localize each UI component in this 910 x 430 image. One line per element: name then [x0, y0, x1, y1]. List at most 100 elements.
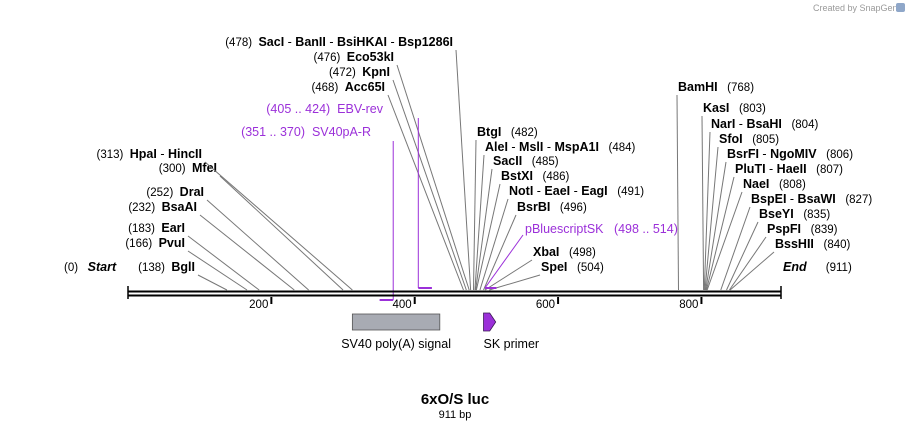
enzyme-name: HincII: [168, 147, 202, 161]
enzyme-name: DraI: [180, 185, 204, 199]
site-label: NotI - EaeI - EagI (491): [509, 184, 644, 198]
site-label: (183) EarI: [128, 221, 185, 235]
site-mfei[interactable]: (300) MfeI: [159, 161, 344, 291]
site-position: (808): [769, 179, 806, 191]
site-acc65i[interactable]: (468) Acc65I: [311, 80, 464, 291]
site-naei[interactable]: NaeI (808): [706, 177, 806, 291]
site-sfoi[interactable]: SfoI (805): [704, 132, 779, 291]
site-position: (468): [311, 82, 344, 94]
site-position: (803): [729, 103, 766, 115]
site-noti[interactable]: NotI - EaeI - EagI (491): [479, 184, 644, 291]
site-position: (485): [522, 156, 559, 168]
site-pluti[interactable]: PluTI - HaeII (807): [705, 162, 843, 291]
feature-sk-primer[interactable]: SK primer: [483, 312, 540, 351]
site-bsrbi[interactable]: BsrBI (496): [483, 200, 587, 291]
sequence-ends: (0) Start End (911): [64, 260, 852, 299]
site-nari[interactable]: NarI - BsaHI (804): [703, 117, 818, 291]
site-label: SpeI (504): [541, 260, 604, 274]
enzyme-name: HpaI: [130, 147, 157, 161]
enzyme-name: PvuI: [159, 236, 185, 250]
site-label: SfoI (805): [719, 132, 779, 146]
site-bstxi[interactable]: BstXI (486): [475, 169, 570, 291]
feature-box: [351, 313, 441, 331]
enzyme-name: BssHII: [775, 237, 814, 251]
plasmid-length: 911 bp: [439, 409, 472, 421]
enzyme-name: Acc65I: [345, 80, 385, 94]
site-sacii[interactable]: SacII (485): [475, 154, 559, 291]
enzyme-name: NaeI: [743, 177, 769, 191]
enzyme-name: PspFI: [767, 222, 801, 236]
site-xbai[interactable]: XbaI (498): [484, 245, 596, 291]
enzyme-name: KpnI: [362, 65, 390, 79]
enzyme-name: SacII: [493, 154, 522, 168]
site-label: (252) DraI: [146, 185, 204, 199]
site-eari[interactable]: (183) EarI: [128, 221, 260, 291]
site-eco53ki[interactable]: (476) Eco53kI: [313, 50, 470, 291]
site-label: BsrFI - NgoMIV (806): [727, 147, 853, 161]
site-bspei[interactable]: BspEI - BsaWI (827): [720, 192, 873, 291]
site-bamhi[interactable]: BamHI (768): [676, 80, 754, 291]
site-saci[interactable]: (478) SacI - BanII - BsiHKAI - Bsp1286I: [225, 35, 472, 291]
axis-tick-label: 600: [536, 299, 555, 311]
enzyme-name: NarI: [711, 117, 735, 131]
site-drai[interactable]: (252) DraI: [146, 185, 309, 291]
site-bsaai[interactable]: (232) BsaAI: [128, 200, 295, 291]
site-position: (496): [550, 202, 587, 214]
feature-label: SV40 poly(A) signal: [341, 337, 451, 351]
site-label: PluTI - HaeII (807): [735, 162, 843, 176]
site-pvui[interactable]: (166) PvuI: [125, 236, 248, 291]
site-position: (491): [608, 186, 645, 198]
snapgene-credit: Created by SnapGene: [813, 3, 903, 13]
enzyme-name: BtgI: [477, 125, 501, 139]
site-position: (840): [814, 239, 851, 251]
restriction-sites: (138) BglI (166) PvuI(183) EarI(232) BsaA…: [97, 35, 873, 291]
site-position: (300): [159, 163, 192, 175]
site-label: (472) KpnI: [329, 65, 390, 79]
site-bseyi[interactable]: BseYI (835): [726, 207, 831, 291]
enzyme-name: XbaI: [533, 245, 559, 259]
site-position: (807): [807, 164, 844, 176]
enzyme-name: HaeII: [777, 162, 807, 176]
enzyme-name: NgoMIV: [770, 147, 817, 161]
site-btgi[interactable]: BtgI (482): [472, 125, 538, 291]
primer-ebv-rev[interactable]: (405 .. 424) EBV-rev: [266, 102, 432, 289]
primer-label: pBluescriptSK (498 .. 514): [525, 222, 678, 236]
sequence-backbone: [128, 290, 781, 297]
site-label: (478) SacI - BanII - BsiHKAI - Bsp1286I: [225, 35, 453, 49]
site-spei[interactable]: SpeI (504): [489, 260, 604, 291]
site-pspfi[interactable]: PspFI (839): [728, 222, 838, 291]
site-label: (468) Acc65I: [311, 80, 385, 94]
site-position: (138): [138, 262, 171, 274]
site-hpai[interactable]: (313) HpaI - HincII: [97, 147, 353, 291]
enzyme-name: EarI: [161, 221, 185, 235]
site-position: (476): [313, 52, 346, 64]
enzyme-name: BglI: [171, 260, 195, 274]
site-alei[interactable]: AleI - MslI - MspA1I (484): [474, 140, 636, 291]
site-label: BstXI (486): [501, 169, 570, 183]
end-end: End (911): [780, 260, 852, 299]
site-label: (166) PvuI: [125, 236, 185, 250]
snapgene-logo-icon: [896, 3, 905, 12]
enzyme-name: BsrFI: [727, 147, 759, 161]
primer-sv40pa-r[interactable]: (351 .. 370) SV40pA-R: [241, 125, 394, 301]
site-bsshii[interactable]: BssHII (840): [729, 237, 851, 291]
site-bgli[interactable]: (138) BglI: [138, 260, 228, 291]
enzyme-name: NotI: [509, 184, 533, 198]
site-label: (313) HpaI - HincII: [97, 147, 203, 161]
site-kasi[interactable]: KasI (803): [701, 101, 766, 291]
site-position: (805): [743, 134, 780, 146]
site-position: (504): [567, 262, 604, 274]
primer-pbluescriptsk[interactable]: pBluescriptSK (498 .. 514): [484, 222, 678, 289]
site-label: BspEI - BsaWI (827): [751, 192, 872, 206]
end-start: (0) Start: [64, 260, 129, 299]
enzyme-name: EaeI: [544, 184, 570, 198]
site-bsrfi[interactable]: BsrFI - NgoMIV (806): [705, 147, 853, 291]
site-position: (166): [125, 238, 158, 250]
site-kpni[interactable]: (472) KpnI: [329, 65, 467, 291]
site-label: NarI - BsaHI (804): [711, 117, 818, 131]
feature-label: SK primer: [484, 337, 540, 351]
axis-tick: 600: [536, 297, 560, 311]
feature-sv40-poly-a-signal[interactable]: SV40 poly(A) signal: [341, 313, 451, 351]
enzyme-name: BsaAI: [162, 200, 197, 214]
axis-tick-label: 400: [393, 299, 412, 311]
